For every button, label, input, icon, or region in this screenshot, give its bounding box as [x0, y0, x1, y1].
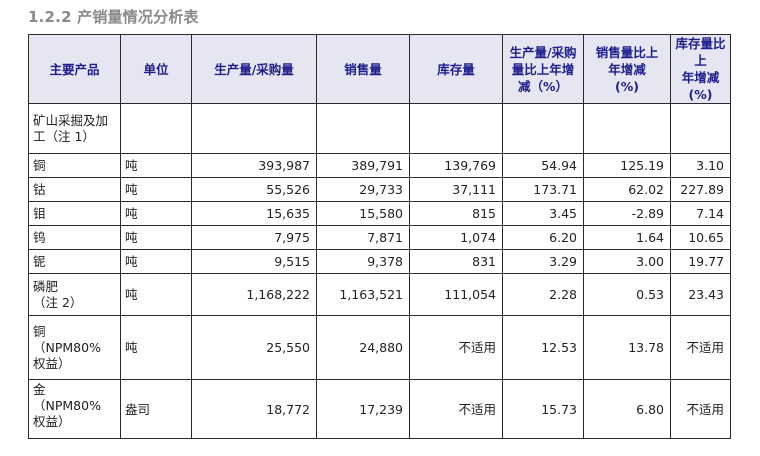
cell-inventory: 815	[409, 201, 503, 226]
cell-unit: 吨	[120, 177, 192, 202]
table-row: 金 （NPM80% 权益） 盎司 18,772 17,239 不适用 15.73…	[28, 379, 731, 439]
cell-unit: 吨	[120, 315, 192, 380]
table-row: 磷肥 （注 2） 吨 1,168,222 1,163,521 111,054 2…	[28, 273, 731, 316]
cell-production: 18,772	[191, 379, 317, 439]
cell-sales: 7,871	[316, 225, 410, 250]
cell-product: 钼	[28, 201, 121, 226]
cell-product: 铌	[28, 249, 121, 274]
cell-sales-yoy: 125.19	[583, 153, 671, 178]
cell-production: 9,515	[191, 249, 317, 274]
cell-product: 铜 （NPM80% 权益）	[28, 315, 121, 380]
table-row: 钨 吨 7,975 7,871 1,074 6.20 1.64 10.65	[28, 225, 731, 250]
cell-unit: 盎司	[120, 379, 192, 439]
header-production: 生产量/采购量	[191, 34, 317, 104]
cell-inventory: 不适用	[409, 379, 503, 439]
cell-sales: 9,378	[316, 249, 410, 274]
cell-inventory: 37,111	[409, 177, 503, 202]
cell-inventory-yoy: 3.10	[670, 153, 731, 178]
table-row: 钼 吨 15,635 15,580 815 3.45 -2.89 7.14	[28, 201, 731, 226]
cell-inventory-yoy: 不适用	[670, 315, 731, 380]
section-title: 1.2.2 产销量情况分析表	[28, 8, 199, 26]
production-sales-table: 主要产品 单位 生产量/采购量 销售量 库存量 生产量/采购 量比上年增 减（%…	[28, 34, 731, 439]
cell-production-yoy: 3.45	[502, 201, 584, 226]
cell-sales-yoy: 13.78	[583, 315, 671, 380]
cell-sales: 1,163,521	[316, 273, 410, 316]
cell-unit: 吨	[120, 273, 192, 316]
cell-sales-yoy	[583, 103, 671, 154]
cell-sales-yoy: 0.53	[583, 273, 671, 316]
table-row: 钴 吨 55,526 29,733 37,111 173.71 62.02 22…	[28, 177, 731, 202]
cell-production-yoy: 3.29	[502, 249, 584, 274]
cell-production-yoy	[502, 103, 584, 154]
cell-production: 55,526	[191, 177, 317, 202]
cell-production: 7,975	[191, 225, 317, 250]
cell-inventory: 831	[409, 249, 503, 274]
cell-unit: 吨	[120, 225, 192, 250]
cell-sales: 17,239	[316, 379, 410, 439]
cell-sales-yoy: 6.80	[583, 379, 671, 439]
cell-production: 25,550	[191, 315, 317, 380]
cell-unit	[120, 103, 192, 154]
cell-product: 钴	[28, 177, 121, 202]
cell-product: 钨	[28, 225, 121, 250]
cell-unit: 吨	[120, 249, 192, 274]
header-sales: 销售量	[316, 34, 410, 104]
cell-sales-yoy: 62.02	[583, 177, 671, 202]
cell-sales-yoy: 3.00	[583, 249, 671, 274]
cell-inventory-yoy: 19.77	[670, 249, 731, 274]
table-header-row: 主要产品 单位 生产量/采购量 销售量 库存量 生产量/采购 量比上年增 减（%…	[28, 34, 731, 104]
cell-product: 磷肥 （注 2）	[28, 273, 121, 316]
cell-production-yoy: 15.73	[502, 379, 584, 439]
header-inventory: 库存量	[409, 34, 503, 104]
cell-production: 15,635	[191, 201, 317, 226]
cell-production-yoy: 12.53	[502, 315, 584, 380]
table-row: 铜 （NPM80% 权益） 吨 25,550 24,880 不适用 12.53 …	[28, 315, 731, 380]
header-unit: 单位	[120, 34, 192, 104]
cell-inventory: 111,054	[409, 273, 503, 316]
header-inventory-yoy: 库存量比上 年增减 (%)	[670, 34, 731, 104]
cell-inventory-yoy: 227.89	[670, 177, 731, 202]
cell-product: 铜	[28, 153, 121, 178]
table-row: 铌 吨 9,515 9,378 831 3.29 3.00 19.77	[28, 249, 731, 274]
cell-inventory-yoy: 23.43	[670, 273, 731, 316]
cell-production-yoy: 173.71	[502, 177, 584, 202]
cell-sales-yoy: 1.64	[583, 225, 671, 250]
table-row: 矿山采掘及加 工（注 1）	[28, 103, 731, 154]
cell-production-yoy: 6.20	[502, 225, 584, 250]
cell-inventory: 139,769	[409, 153, 503, 178]
cell-sales: 15,580	[316, 201, 410, 226]
cell-production-yoy: 2.28	[502, 273, 584, 316]
cell-production: 393,987	[191, 153, 317, 178]
cell-sales: 29,733	[316, 177, 410, 202]
cell-inventory: 1,074	[409, 225, 503, 250]
cell-sales: 389,791	[316, 153, 410, 178]
header-production-yoy: 生产量/采购 量比上年增 减（%）	[502, 34, 584, 104]
cell-product: 矿山采掘及加 工（注 1）	[28, 103, 121, 154]
cell-inventory	[409, 103, 503, 154]
table-row: 铜 吨 393,987 389,791 139,769 54.94 125.19…	[28, 153, 731, 178]
cell-production-yoy: 54.94	[502, 153, 584, 178]
cell-inventory: 不适用	[409, 315, 503, 380]
cell-sales-yoy: -2.89	[583, 201, 671, 226]
cell-unit: 吨	[120, 153, 192, 178]
cell-inventory-yoy	[670, 103, 731, 154]
cell-production	[191, 103, 317, 154]
cell-unit: 吨	[120, 201, 192, 226]
cell-inventory-yoy: 7.14	[670, 201, 731, 226]
header-product: 主要产品	[28, 34, 121, 104]
header-sales-yoy: 销售量比上 年增减 (%)	[583, 34, 671, 104]
cell-product: 金 （NPM80% 权益）	[28, 379, 121, 439]
cell-sales	[316, 103, 410, 154]
cell-inventory-yoy: 不适用	[670, 379, 731, 439]
cell-production: 1,168,222	[191, 273, 317, 316]
cell-inventory-yoy: 10.65	[670, 225, 731, 250]
cell-sales: 24,880	[316, 315, 410, 380]
